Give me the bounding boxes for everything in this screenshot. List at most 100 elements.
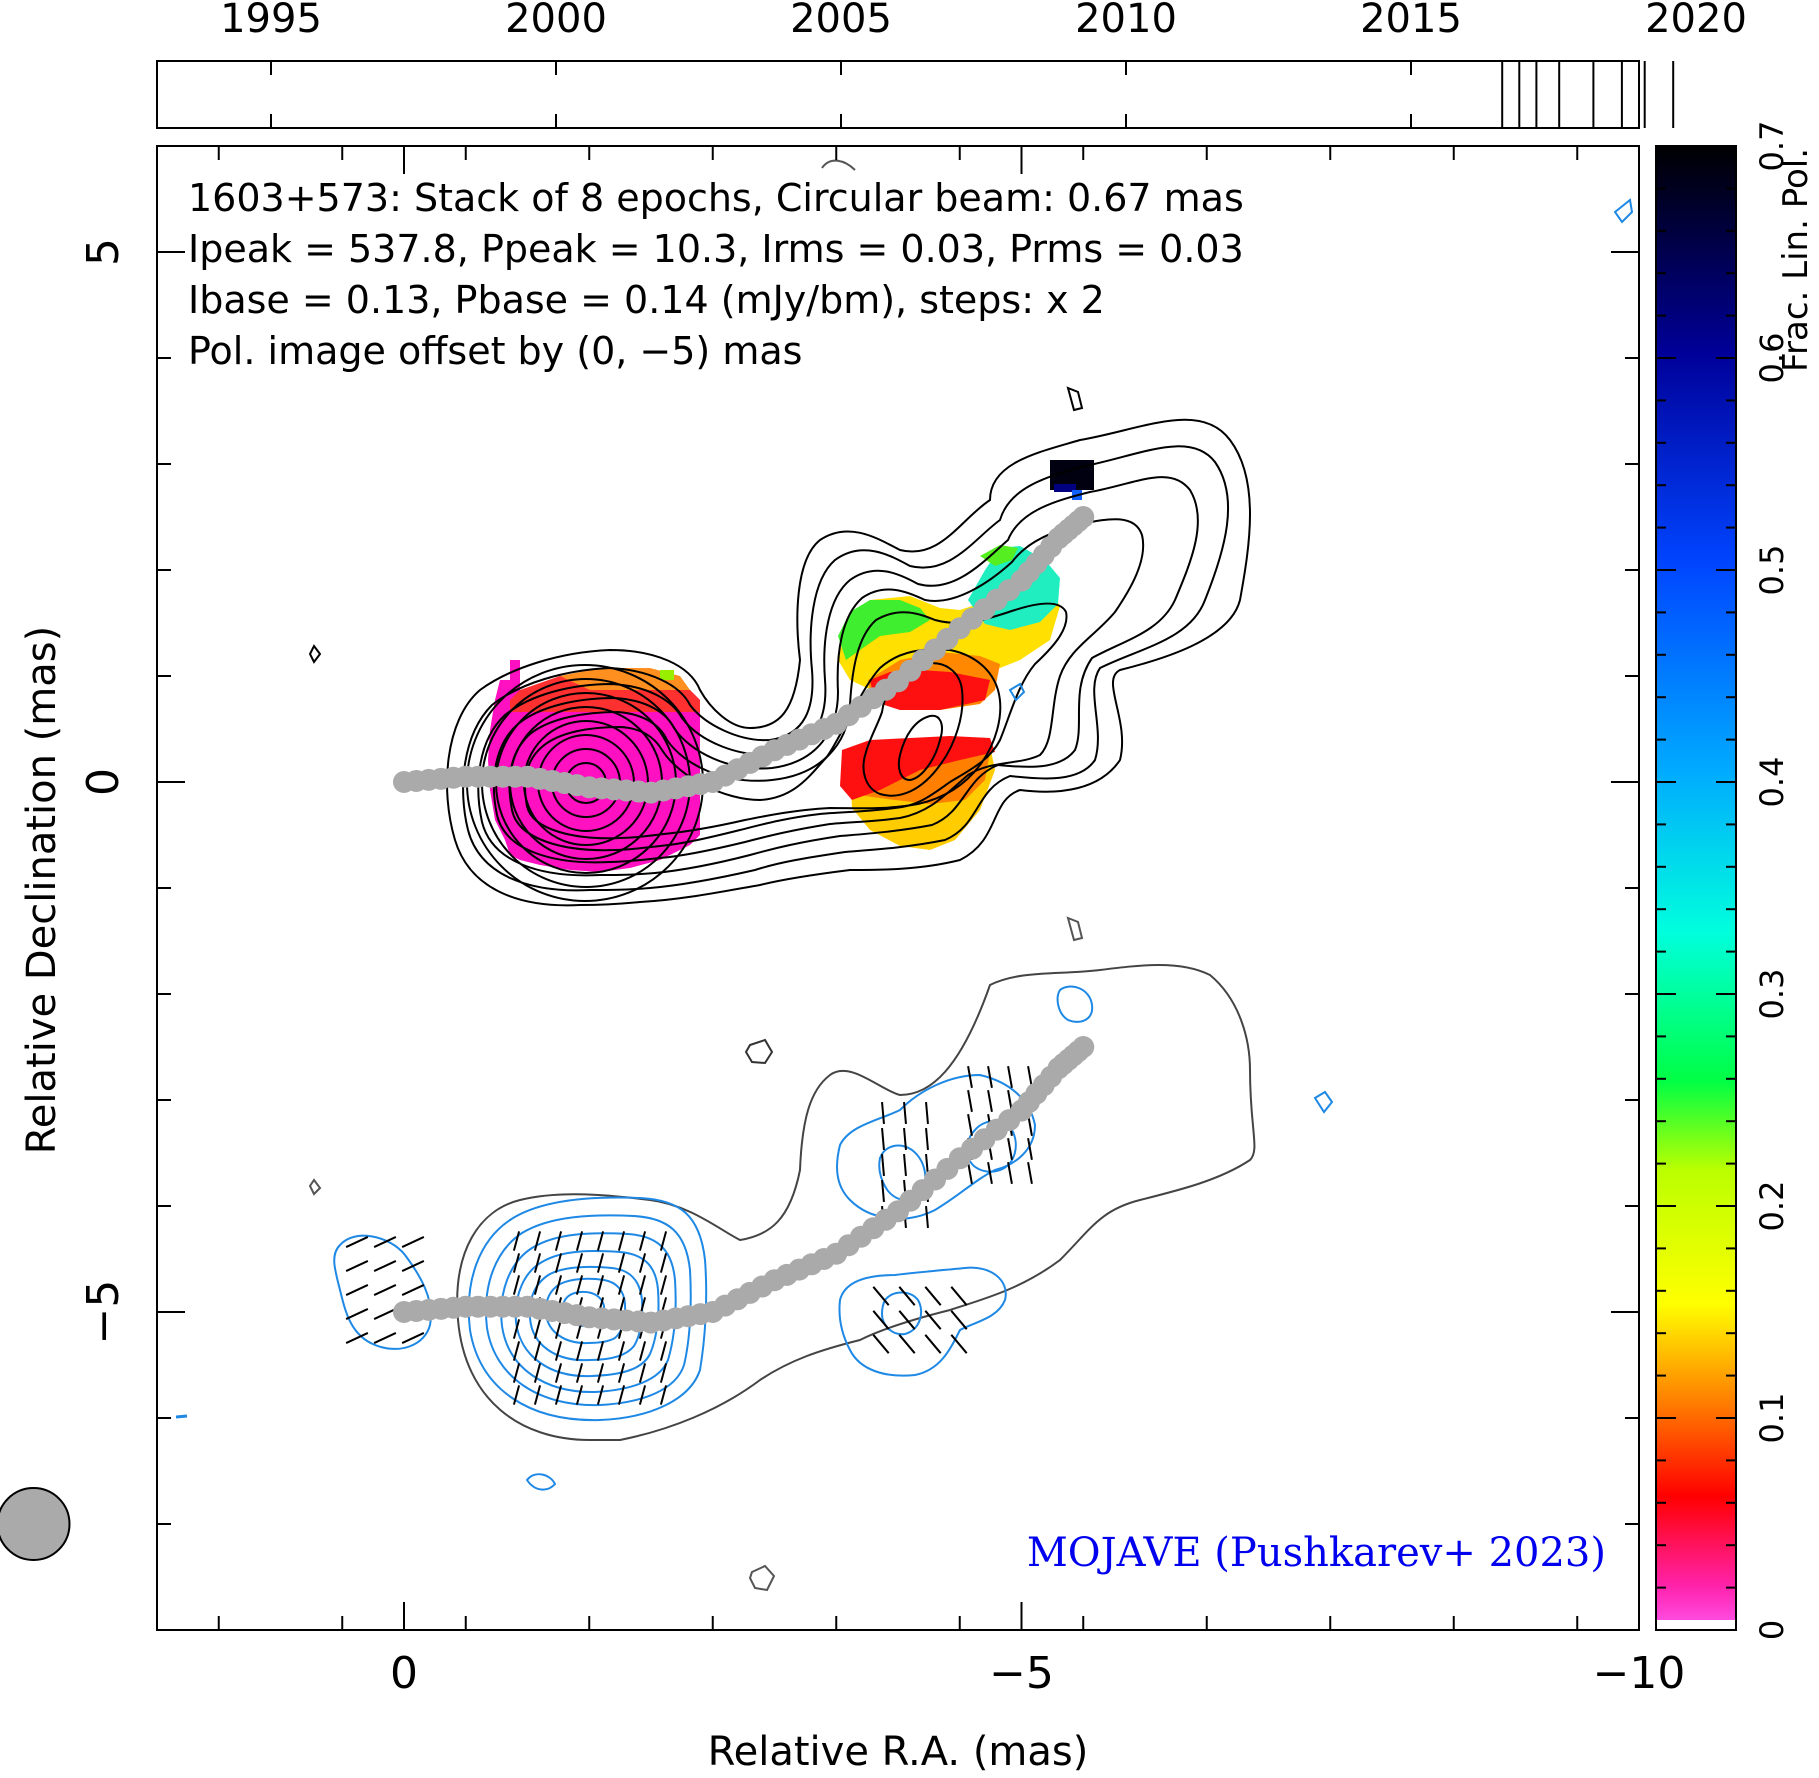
colorbar-white-gap: [1657, 1620, 1735, 1629]
evpa-tick: [345, 1236, 369, 1248]
timeline-year-label: 1995: [220, 0, 322, 42]
evpa-tick: [659, 1275, 668, 1295]
evpa-tick: [512, 1231, 521, 1251]
evpa-tick: [617, 1341, 626, 1361]
evpa-tick: [924, 1310, 942, 1330]
evpa-tick: [575, 1341, 584, 1361]
evpa-tick: [596, 1231, 605, 1251]
knot-pol-green-right: [980, 545, 1018, 566]
evpa-tick: [554, 1253, 563, 1273]
evpa-tick: [617, 1385, 626, 1405]
evpa-tick: [925, 1205, 929, 1229]
evpa-tick: [345, 1332, 369, 1344]
evpa-tick: [881, 1179, 885, 1203]
evpa-tick: [373, 1308, 397, 1320]
contour-islet-e: [748, 1564, 776, 1592]
evpa-tick: [659, 1231, 668, 1251]
timeline-year-label: 2005: [790, 0, 892, 42]
evpa-tick: [533, 1231, 542, 1251]
pol-contour-islet-1: [1056, 985, 1094, 1023]
evpa-tick: [987, 1065, 993, 1089]
evpa-tick: [617, 1253, 626, 1273]
evpa-tick: [554, 1363, 563, 1383]
evpa-tick: [401, 1284, 425, 1296]
evpa-tick: [881, 1127, 885, 1151]
evpa-tick: [596, 1341, 605, 1361]
evpa-tick: [373, 1260, 397, 1272]
colorbar-tick-label: 0.2: [1753, 1181, 1791, 1232]
evpa-tick: [987, 1089, 993, 1113]
evpa-tick: [659, 1385, 668, 1405]
core-pol-patch-green: [660, 670, 674, 680]
timeline-frame: [156, 60, 1640, 129]
evpa-tick: [925, 1101, 929, 1125]
evpa-tick: [967, 1113, 973, 1137]
evpa-tick: [872, 1286, 890, 1306]
colorbar-tick-label: 0.4: [1753, 757, 1791, 808]
evpa-tick: [1007, 1137, 1013, 1161]
evpa-tick: [554, 1385, 563, 1405]
contour-outer: [446, 418, 1251, 907]
timeline: 1995 2000 2005 2010 2015 2020: [156, 0, 1747, 129]
x-axis-label: Relative R.A. (mas): [708, 1729, 1089, 1775]
evpa-tick: [898, 1334, 916, 1354]
evpa-tick: [924, 1286, 942, 1306]
header-line-3: Ibase = 0.13, Pbase = 0.14 (mJy/bm), ste…: [188, 278, 1105, 322]
colorbar-tick-label: 0.5: [1753, 545, 1791, 596]
contour-3: [477, 476, 1199, 877]
evpa-tick: [659, 1363, 668, 1383]
pol-contour-knot-lower: [838, 1266, 1007, 1377]
evpa-tick: [950, 1310, 968, 1330]
evpa-tick: [554, 1275, 563, 1295]
evpa-tick: [1007, 1065, 1013, 1089]
evpa-tick: [638, 1385, 647, 1405]
evpa-tick: [401, 1260, 425, 1272]
evpa-tick: [554, 1231, 563, 1251]
pol-contour-core-5: [528, 1265, 644, 1362]
pol-image: [175, 198, 1634, 1592]
evpa-tick: [596, 1253, 605, 1273]
pol-contour-islet-6: [175, 1414, 188, 1419]
colorbar-tick-label: 0.3: [1753, 969, 1791, 1020]
ridge-point: [1072, 1036, 1095, 1058]
evpa-tick: [373, 1332, 397, 1344]
contour-islet-c: [821, 159, 856, 171]
pol-contour-islet-5: [1008, 682, 1026, 702]
pol-contour-islet-4: [1613, 198, 1634, 224]
y-tick-label: 5: [78, 238, 129, 266]
evpa-tick: [638, 1275, 647, 1295]
contour-knot-innermost: [897, 714, 943, 782]
x-tick-label: −5: [989, 1648, 1054, 1699]
evpa-tick: [967, 1089, 973, 1113]
y-axis-tick-labels: 5 0 −5: [78, 238, 129, 1344]
evpa-tick: [872, 1310, 890, 1330]
evpa-tick: [575, 1231, 584, 1251]
evpa-tick: [617, 1231, 626, 1251]
evpa-tick: [987, 1161, 993, 1185]
evpa-tick: [638, 1253, 647, 1273]
evpa-tick: [596, 1385, 605, 1405]
evpa-tick: [950, 1334, 968, 1354]
evpa-tick: [881, 1101, 885, 1125]
evpa-tick: [1027, 1161, 1033, 1185]
contour-islet-g: [308, 1178, 322, 1196]
pol-contour-islet-3: [525, 1473, 557, 1491]
contour-6: [524, 648, 1002, 840]
evpa-tick: [1007, 1161, 1013, 1185]
colorbar-tick-label: 0.1: [1753, 1393, 1791, 1444]
beam-ellipse: [0, 1487, 71, 1561]
evpa-tick: [575, 1363, 584, 1383]
evpa-tick: [533, 1275, 542, 1295]
evpa-tick: [659, 1341, 668, 1361]
evpa-tick: [512, 1363, 521, 1383]
evpa-tick: [881, 1153, 885, 1177]
evpa-tick: [533, 1363, 542, 1383]
evpa-tick: [512, 1341, 521, 1361]
evpa-tick: [533, 1341, 542, 1361]
evpa-tick: [401, 1332, 425, 1344]
evpa-tick: [617, 1275, 626, 1295]
x-axis-ticks: [217, 146, 1640, 1630]
timeline-year-label: 2015: [1360, 0, 1462, 42]
evpa-tick: [898, 1310, 916, 1330]
intensity-contours: [308, 159, 1251, 907]
